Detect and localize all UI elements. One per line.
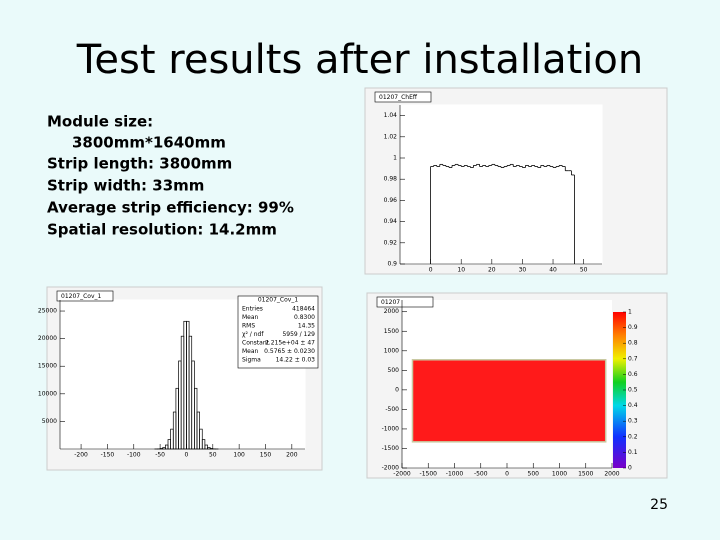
y-tick-label: 0.92 — [384, 239, 398, 246]
z-tick-label: 0.2 — [628, 433, 638, 440]
x-tick-label: -100 — [127, 452, 141, 459]
y-tick-label: 0.96 — [384, 197, 398, 204]
z-tick-label: 0.3 — [628, 418, 638, 425]
y-tick-label: 0 — [395, 386, 399, 393]
y-tick-label: -500 — [385, 406, 399, 413]
x-tick-label: -1500 — [420, 471, 438, 478]
x-tick-label: 50 — [580, 267, 588, 274]
y-tick-label: 1 — [393, 155, 397, 162]
y-tick-label: 10000 — [38, 390, 57, 397]
histogram-bin — [201, 439, 206, 450]
plot-tag: 01207_Cov_1 — [61, 293, 101, 300]
stats-value: 14.22 ± 0.03 — [276, 357, 316, 364]
plot-area — [399, 104, 603, 265]
x-tick-label: -200 — [74, 452, 88, 459]
stats-value: 14.35 — [298, 323, 315, 330]
x-tick-label: 50 — [209, 452, 217, 459]
x-tick-label: -1000 — [446, 471, 464, 478]
z-tick-label: 1 — [628, 309, 632, 316]
stats-value: 5959 / 129 — [282, 331, 315, 338]
plot-tag: 01207 — [381, 299, 400, 306]
y-tick-label: 0.98 — [384, 176, 398, 183]
stats-key: Constant — [242, 340, 270, 347]
plot-tag: 01207_ChEff — [379, 94, 418, 101]
z-tick-label: 0.9 — [628, 324, 638, 331]
bullet: Module size: — [47, 113, 153, 131]
z-tick-label: 0.6 — [628, 371, 638, 378]
x-tick-label: -150 — [101, 452, 115, 459]
x-tick-label: 200 — [286, 452, 298, 459]
y-tick-label: 1.02 — [384, 133, 398, 140]
x-tick-label: 0 — [505, 471, 509, 478]
y-tick-label: 0.9 — [387, 261, 397, 268]
x-tick-label: -2000 — [393, 471, 411, 478]
z-tick-label: 0.1 — [628, 449, 638, 456]
stats-key: Entries — [242, 306, 263, 313]
x-tick-label: 2000 — [604, 471, 619, 478]
y-tick-label: 15000 — [38, 363, 57, 370]
plot-tag-box — [374, 91, 432, 103]
y-tick-label: 1000 — [384, 347, 399, 354]
x-tick-label: 0 — [185, 452, 189, 459]
y-tick-label: 0.94 — [384, 218, 398, 225]
y-tick-label: 20000 — [38, 335, 57, 342]
z-tick-label: 0.5 — [628, 387, 638, 394]
z-tick-label: 0.7 — [628, 355, 638, 362]
bullet: Spatial resolution: 14.2mm — [47, 221, 277, 239]
histogram-bin — [199, 428, 203, 450]
x-tick-label: -500 — [474, 471, 488, 478]
x-tick-label: 1500 — [578, 471, 593, 478]
histogram-bin — [204, 444, 208, 450]
bullet: 3800mm*1640mm — [72, 134, 226, 152]
stats-value: 0.8300 — [294, 314, 315, 321]
y-tick-label: 1500 — [384, 328, 399, 335]
y-tick-label: -1000 — [382, 425, 400, 432]
y-tick-label: 25000 — [38, 308, 57, 315]
x-tick-label: 10 — [457, 267, 465, 274]
plot-tag-box — [56, 290, 114, 302]
y-tick-label: 2000 — [384, 308, 399, 315]
x-tick-label: 0 — [429, 267, 433, 274]
bullet: Strip width: 33mm — [47, 177, 204, 195]
color-bar — [613, 312, 626, 468]
x-tick-label: 20 — [488, 267, 496, 274]
stats-key: RMS — [242, 323, 255, 330]
stats-key: Mean — [242, 348, 259, 355]
x-tick-label: -50 — [155, 452, 165, 459]
efficiency-region — [411, 359, 607, 443]
stats-value: 418464 — [292, 306, 315, 313]
page-number: 25 — [650, 497, 668, 513]
stats-key: Sigma — [242, 357, 261, 364]
x-tick-label: 100 — [233, 452, 245, 459]
slide-title: Test results after installation — [76, 37, 643, 83]
stats-value: 2.215e+04 ± 47 — [265, 340, 315, 347]
z-tick-label: 0.8 — [628, 340, 638, 347]
y-tick-label: 1.04 — [384, 112, 398, 119]
z-tick-label: 0 — [628, 465, 632, 472]
bullet: Average strip efficiency: 99% — [47, 199, 294, 217]
y-tick-label: -2000 — [382, 465, 400, 472]
y-tick-label: -1500 — [382, 445, 400, 452]
x-tick-label: 1000 — [552, 471, 567, 478]
stats-title: 01207_Cov_1 — [258, 297, 298, 304]
plot-tag-box — [376, 296, 434, 308]
x-tick-label: 500 — [528, 471, 540, 478]
y-tick-label: 500 — [388, 367, 400, 374]
stats-key: χ² / ndf — [242, 331, 264, 338]
stats-value: 0.5765 ± 0.0230 — [264, 348, 315, 355]
bullet: Strip length: 3800mm — [47, 155, 232, 173]
stats-key: Mean — [242, 314, 259, 321]
x-tick-label: 30 — [519, 267, 527, 274]
y-tick-label: 5000 — [42, 418, 57, 425]
z-tick-label: 0.4 — [628, 402, 638, 409]
x-tick-label: 40 — [549, 267, 557, 274]
x-tick-label: 150 — [260, 452, 272, 459]
stats-box — [237, 295, 319, 369]
